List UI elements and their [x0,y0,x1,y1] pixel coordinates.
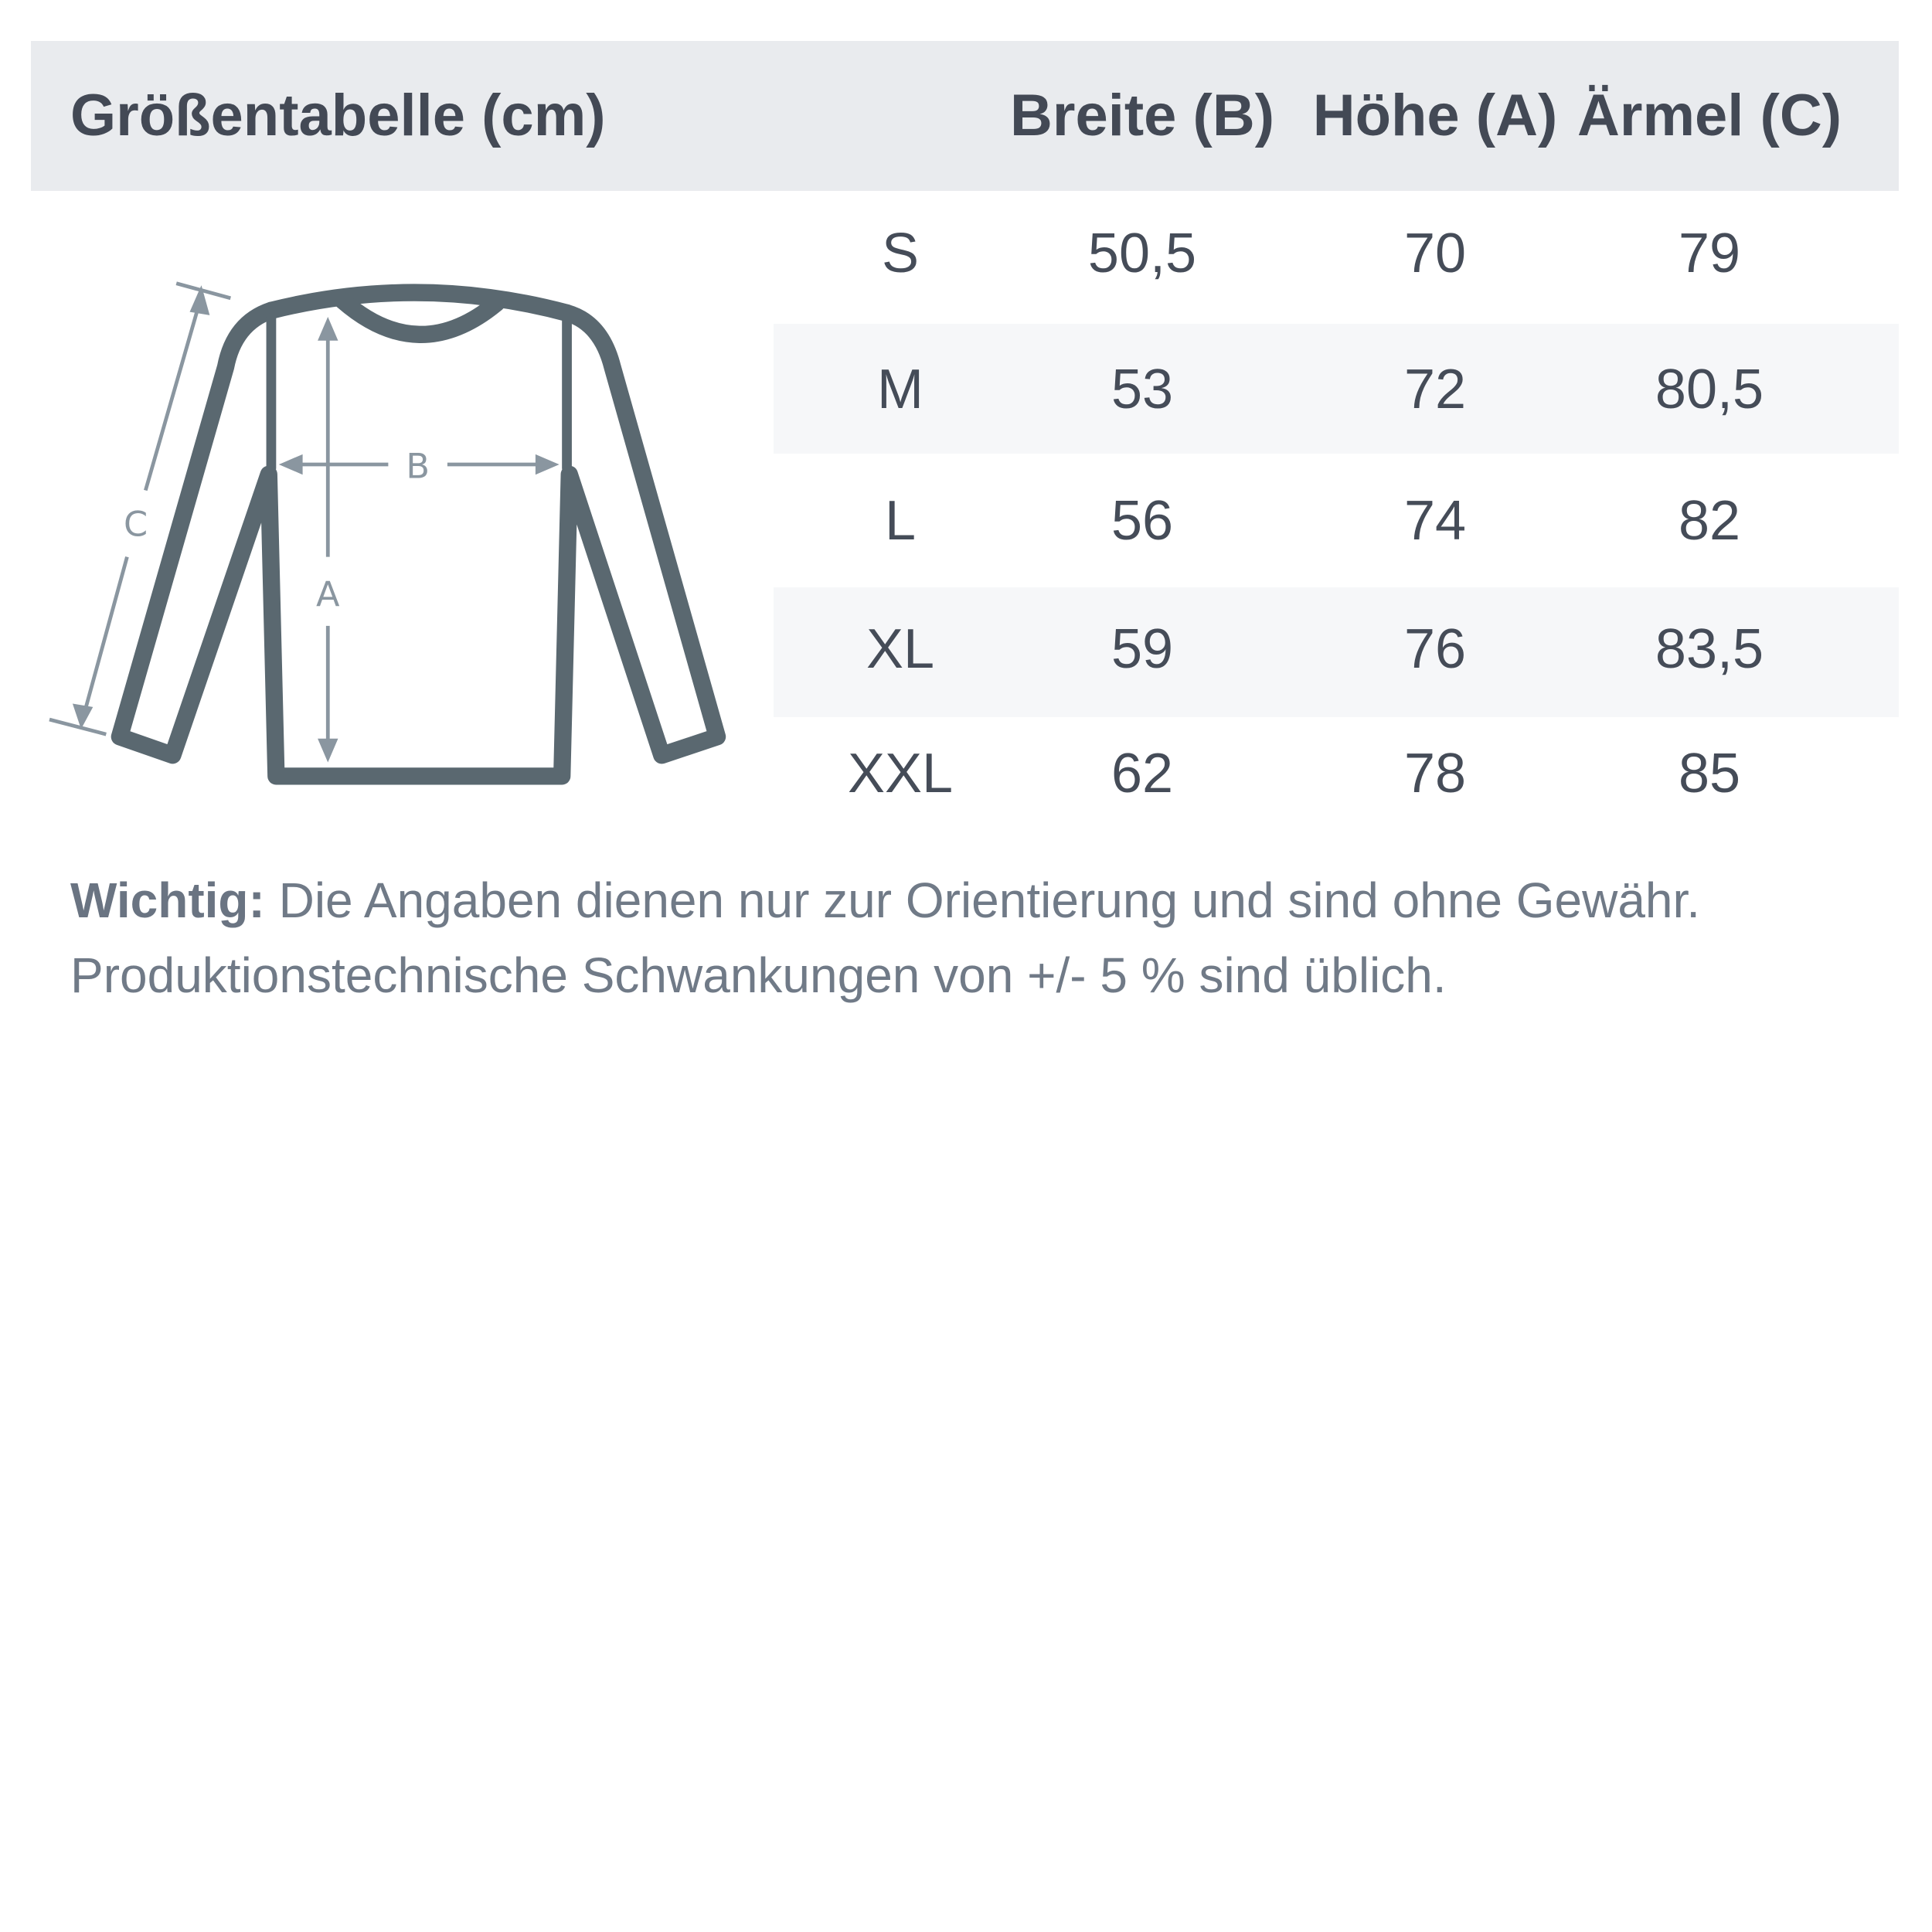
sweater-neck [334,291,505,343]
cell-size: M [877,359,923,420]
column-header-aermel: Ärmel (C) [1577,83,1842,148]
cell-aermel: 80,5 [1655,359,1764,420]
column-header-hoehe: Höhe (A) [1312,83,1558,148]
cell-breite: 56 [1111,490,1174,552]
cell-aermel: 85 [1678,743,1741,804]
note-bold: Wichtig: [70,872,265,928]
cell-breite: 50,5 [1087,223,1197,284]
note-text-1: Die Angaben dienen nur zur Orientierung … [278,872,1701,928]
cell-size: XXL [847,743,954,804]
label-a: A [316,574,340,614]
sweater-diagram: C B A [49,281,726,785]
cell-size: S [881,223,920,284]
cell-hoehe: 70 [1403,223,1467,284]
row-stripe [774,587,1899,717]
label-c: C [124,504,148,544]
column-header-breite: Breite (B) [1009,83,1275,148]
cell-hoehe: 76 [1403,618,1467,680]
sweater-outline [111,301,726,785]
cell-breite: 53 [1111,359,1174,420]
cell-hoehe: 78 [1403,743,1467,804]
label-b: B [406,447,430,487]
cell-aermel: 82 [1678,490,1741,552]
cell-breite: 59 [1111,618,1174,680]
cell-hoehe: 72 [1403,359,1467,420]
table-header: Größentabelle (cm) Breite (B) Höhe (A) Ä… [31,41,1899,191]
cell-aermel: 79 [1678,223,1741,284]
note-line-1: Wichtig: Die Angaben dienen nur zur Orie… [70,872,1700,929]
row-stripe [774,324,1899,454]
cell-size: XL [866,618,935,680]
cell-hoehe: 74 [1403,490,1467,552]
cell-size: L [884,490,917,552]
page-title: Größentabelle (cm) [70,83,606,148]
cell-breite: 62 [1111,743,1174,804]
note-line-2: Produktionstechnische Schwankungen von +… [70,947,1447,1003]
sweater-collar [262,284,576,322]
cell-aermel: 83,5 [1655,618,1764,680]
